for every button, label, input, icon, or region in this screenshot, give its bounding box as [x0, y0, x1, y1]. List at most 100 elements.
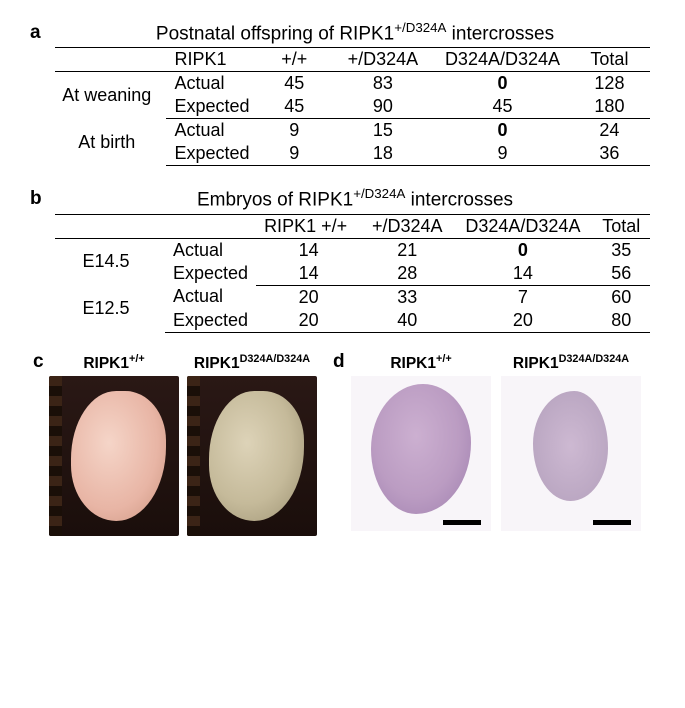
- table-b: RIPK1 +/+ +/D324A D324A/D324A Total E14.…: [55, 214, 650, 333]
- panel-c: c RIPK1+/+ RIPK1D324A/D324A: [35, 353, 317, 536]
- cell: 60: [593, 285, 650, 309]
- cell: 28: [361, 262, 453, 286]
- panel-b-title: Embryos of RIPK1+/D324A intercrosses: [60, 186, 650, 211]
- scale-bar: [593, 520, 631, 525]
- panel-d-label: d: [333, 351, 345, 373]
- cell: 9: [259, 142, 330, 166]
- histo-mut-block: RIPK1D324A/D324A: [501, 353, 641, 536]
- image-panels: c RIPK1+/+ RIPK1D324A/D324A d RIPK1+/+ R…: [35, 353, 650, 536]
- lbl: RIPK1: [83, 355, 129, 372]
- cell: 24: [569, 119, 650, 143]
- cell: Expected: [165, 262, 256, 286]
- table-row: At weaning Actual 45 83 0 128: [55, 72, 650, 96]
- table-row: E14.5 Actual 14 21 0 35: [55, 238, 650, 262]
- lbl-sup: +/+: [436, 353, 452, 365]
- title-text2: intercrosses: [446, 23, 554, 44]
- embryo-mut-label: RIPK1D324A/D324A: [194, 353, 310, 373]
- embryo-wt-label: RIPK1+/+: [83, 353, 144, 373]
- cell: 45: [259, 72, 330, 96]
- table-header-row: RIPK1 +/+ +/D324A D324A/D324A Total: [55, 214, 650, 238]
- cell: 0: [453, 238, 592, 262]
- cell: 18: [330, 142, 436, 166]
- stage-cell: E14.5: [55, 238, 165, 285]
- stage-cell: E12.5: [55, 285, 165, 332]
- panel-a-table: a Postnatal offspring of RIPK1+/D324A in…: [35, 20, 650, 166]
- cell: 0: [436, 119, 569, 143]
- embryo-mut-image: [187, 376, 317, 536]
- cell: 90: [330, 95, 436, 119]
- cell: Expected: [166, 95, 258, 119]
- histo-wt-label: RIPK1+/+: [390, 353, 451, 373]
- cell: 7: [453, 285, 592, 309]
- cell: 9: [259, 119, 330, 143]
- lbl: RIPK1: [390, 355, 436, 372]
- cell: 20: [256, 309, 361, 333]
- cell: 180: [569, 95, 650, 119]
- histo-wt-image: [351, 376, 491, 531]
- cell: 36: [569, 142, 650, 166]
- title-text: Embryos of RIPK1: [197, 190, 353, 211]
- table-a: RIPK1 +/+ +/D324A D324A/D324A Total At w…: [55, 47, 650, 166]
- histo-mut-image: [501, 376, 641, 531]
- embryo-wt-block: RIPK1+/+: [49, 353, 179, 536]
- th: +/D324A: [361, 214, 453, 238]
- title-text2: intercrosses: [405, 190, 513, 211]
- table-header-row: RIPK1 +/+ +/D324A D324A/D324A Total: [55, 48, 650, 72]
- panel-c-label: c: [33, 351, 44, 373]
- title-sup: +/D324A: [394, 20, 446, 35]
- cell: 33: [361, 285, 453, 309]
- panel-b-table: b Embryos of RIPK1+/D324A intercrosses R…: [35, 186, 650, 332]
- cell: 9: [436, 142, 569, 166]
- histo-wt-block: RIPK1+/+: [351, 353, 491, 536]
- cell: 45: [259, 95, 330, 119]
- embryo-wt-image: [49, 376, 179, 536]
- table-row: E12.5 Actual 20 33 7 60: [55, 285, 650, 309]
- title-text: Postnatal offspring of RIPK1: [156, 23, 394, 44]
- cell: 20: [453, 309, 592, 333]
- cell: 0: [436, 72, 569, 96]
- cell: 56: [593, 262, 650, 286]
- cell: Expected: [165, 309, 256, 333]
- panel-b-label: b: [30, 188, 42, 210]
- histo-mut-label: RIPK1D324A/D324A: [513, 353, 629, 373]
- cell: 45: [436, 95, 569, 119]
- cell: 80: [593, 309, 650, 333]
- cell: 15: [330, 119, 436, 143]
- cell: 14: [256, 238, 361, 262]
- cell: Actual: [166, 72, 258, 96]
- cell: 14: [453, 262, 592, 286]
- th: Total: [593, 214, 650, 238]
- th: +/D324A: [330, 48, 436, 72]
- embryo-mut-block: RIPK1D324A/D324A: [187, 353, 317, 536]
- cell: 128: [569, 72, 650, 96]
- th: RIPK1: [166, 48, 258, 72]
- panel-a-label: a: [30, 22, 41, 44]
- stage-cell: At birth: [55, 119, 166, 166]
- cell: Actual: [165, 238, 256, 262]
- cell: Actual: [165, 285, 256, 309]
- lbl: RIPK1: [513, 355, 559, 372]
- th: Total: [569, 48, 650, 72]
- panel-d: d RIPK1+/+ RIPK1D324A/D324A: [335, 353, 641, 536]
- th: D324A/D324A: [453, 214, 592, 238]
- cell: 20: [256, 285, 361, 309]
- cell: 35: [593, 238, 650, 262]
- cell: Actual: [166, 119, 258, 143]
- cell: Expected: [166, 142, 258, 166]
- scale-bar: [443, 520, 481, 525]
- panel-a-title: Postnatal offspring of RIPK1+/D324A inte…: [60, 20, 650, 45]
- th: RIPK1 +/+: [256, 214, 361, 238]
- title-sup: +/D324A: [353, 186, 405, 201]
- cell: 14: [256, 262, 361, 286]
- th: D324A/D324A: [436, 48, 569, 72]
- lbl: RIPK1: [194, 355, 240, 372]
- stage-cell: At weaning: [55, 72, 166, 119]
- table-row: At birth Actual 9 15 0 24: [55, 119, 650, 143]
- cell: 83: [330, 72, 436, 96]
- lbl-sup: D324A/D324A: [240, 353, 311, 365]
- cell: 40: [361, 309, 453, 333]
- th: +/+: [259, 48, 330, 72]
- lbl-sup: +/+: [129, 353, 145, 365]
- lbl-sup: D324A/D324A: [559, 353, 630, 365]
- cell: 21: [361, 238, 453, 262]
